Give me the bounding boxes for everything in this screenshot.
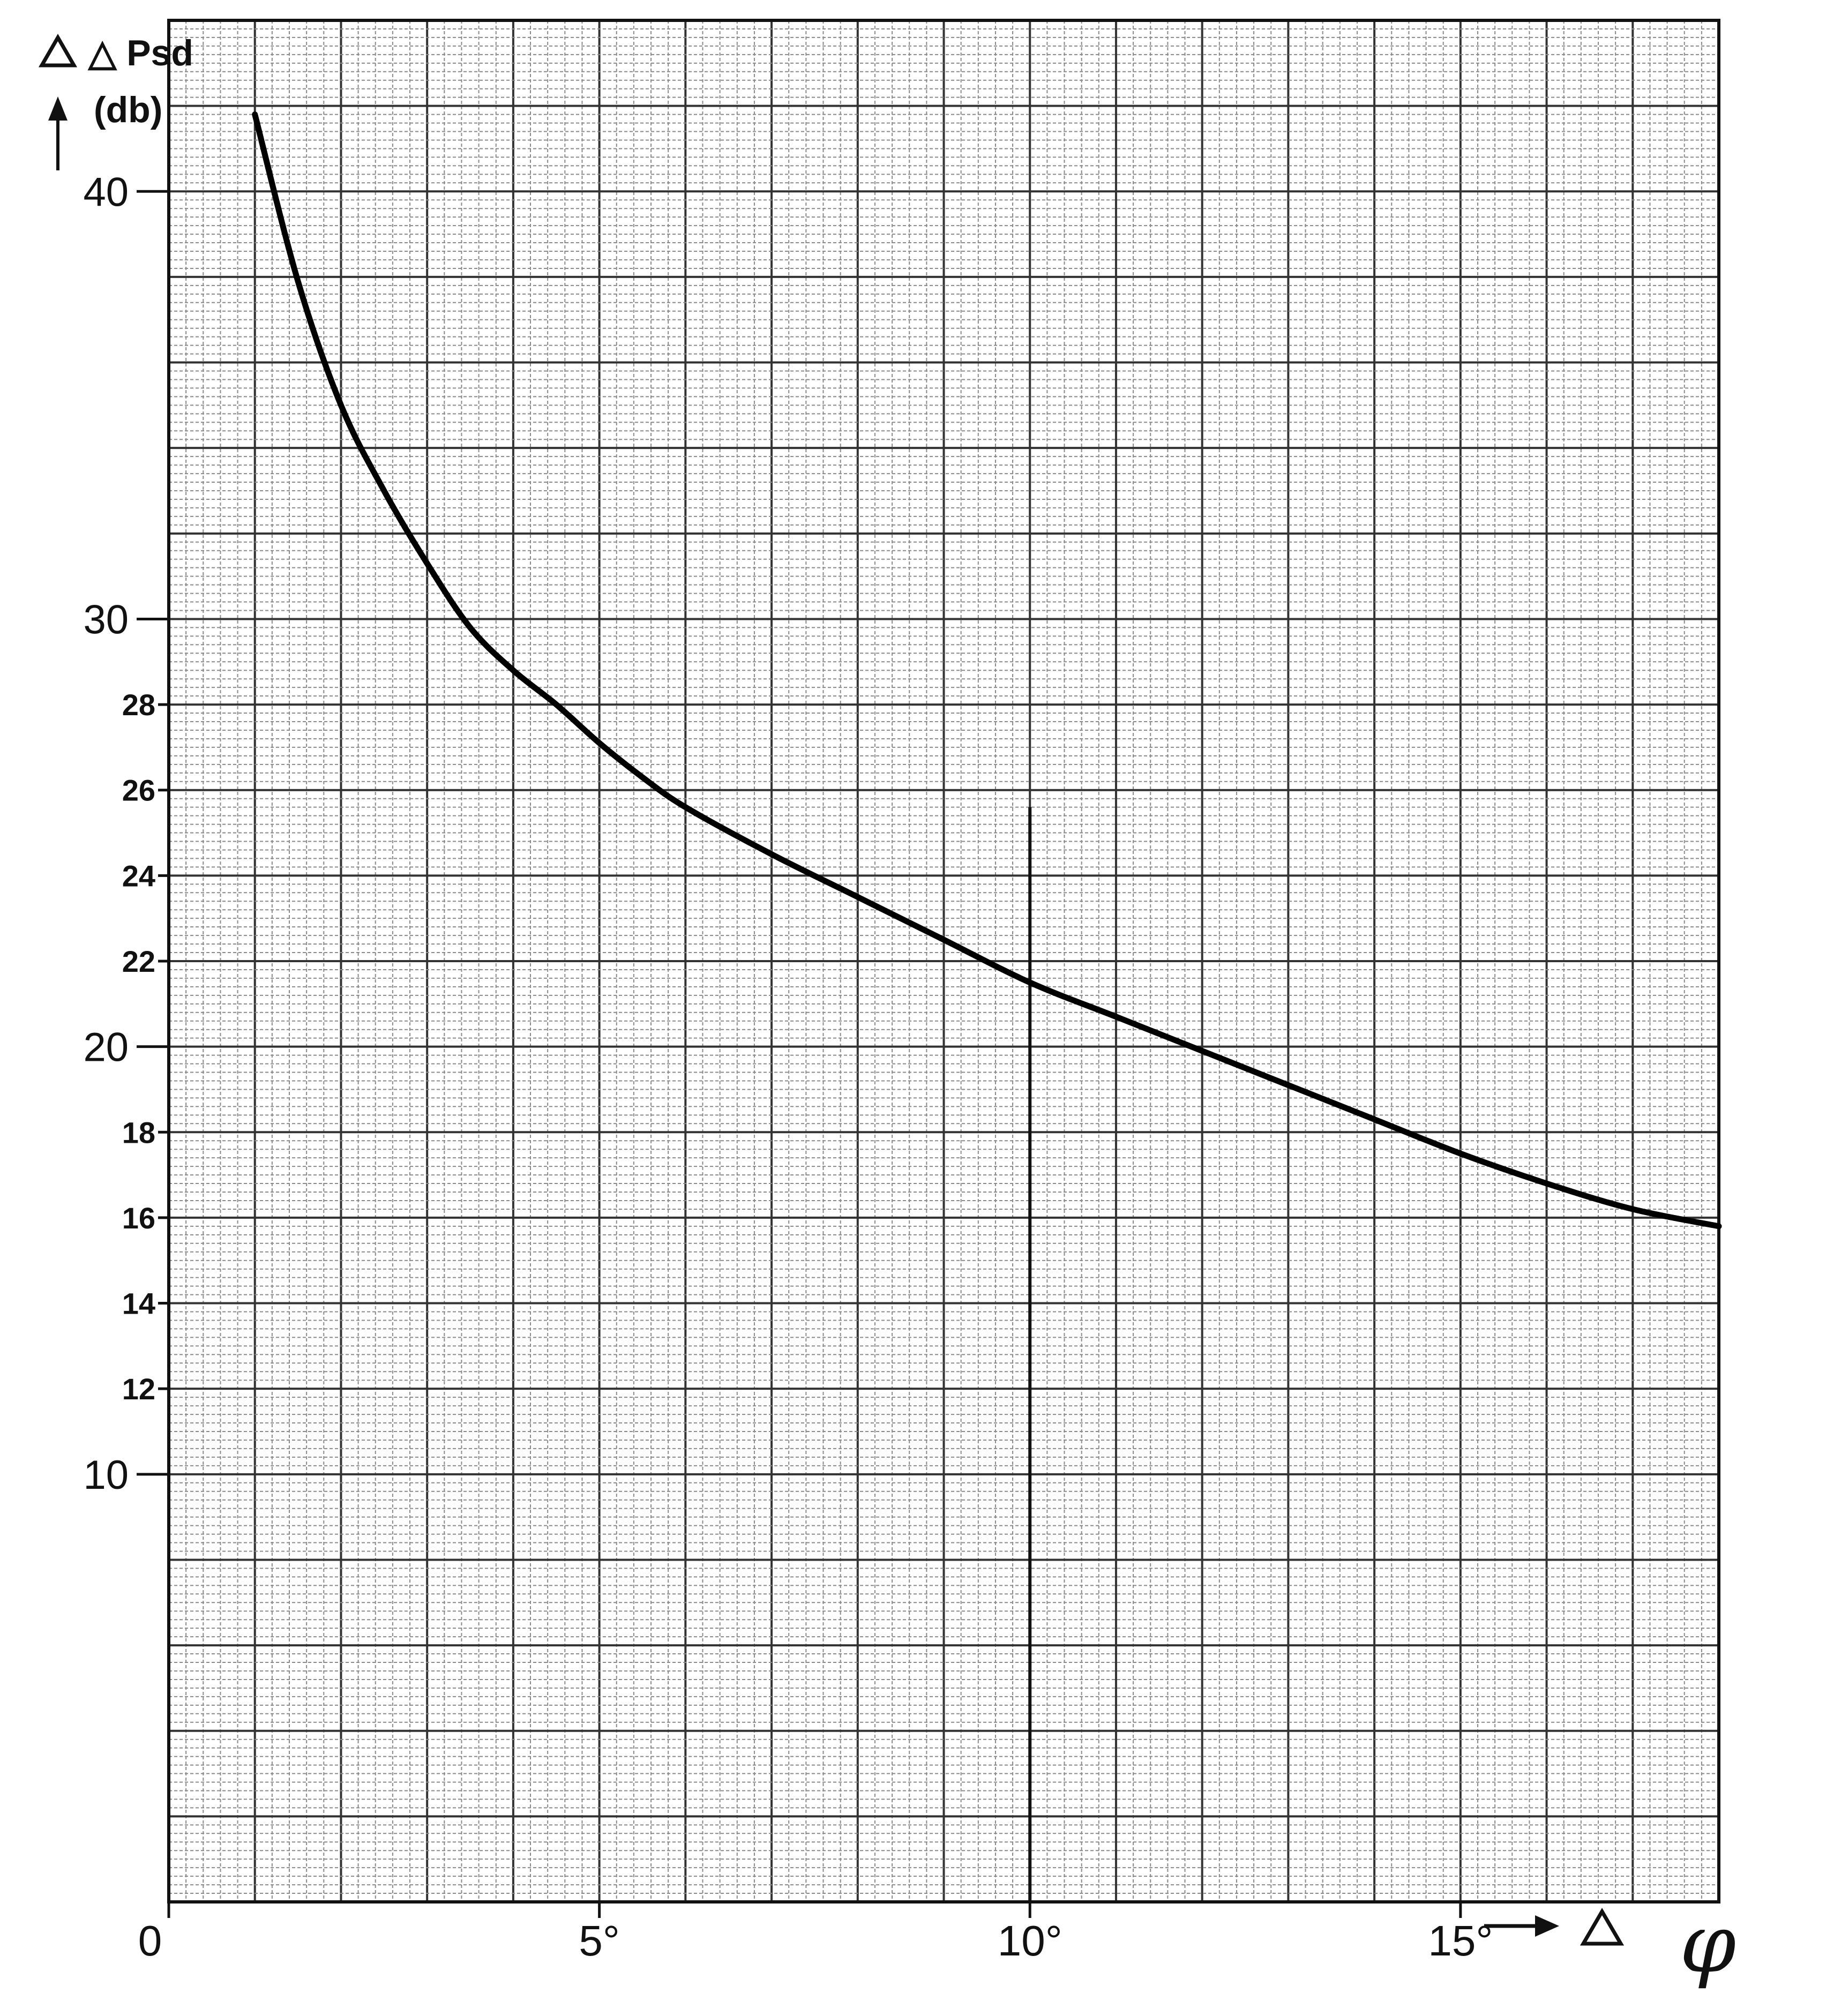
y-axis-arrow-head (48, 96, 68, 121)
y-tick-label-minor: 14 (122, 1287, 155, 1321)
y-tick-label-major: 30 (83, 597, 129, 642)
y-tick-label-minor: 28 (122, 688, 155, 722)
x-axis-arrow-head (1535, 1915, 1559, 1937)
chart-ticks: 10 20 30 40 12 14 16 18 22 24 26 28 0 5° 10° 15° (83, 169, 1493, 1965)
y-axis-title-symbol: △ Psd (87, 33, 193, 73)
x-axis-title: φ (1484, 1898, 1736, 1991)
chart-grid (168, 19, 1720, 1903)
delta-glyph-x (1580, 1908, 1625, 1946)
series-line (252, 111, 1722, 1230)
y-tick-label-major: 20 (83, 1025, 129, 1070)
y-axis-title-unit: (db) (94, 89, 162, 130)
x-tick-label: 15° (1428, 1917, 1493, 1965)
y-tick-label-minor: 22 (122, 945, 155, 978)
y-tick-label-major: 40 (83, 169, 129, 215)
y-tick-label-minor: 12 (122, 1372, 155, 1406)
x-tick-label: 5° (579, 1917, 619, 1965)
x-axis-title-var: φ (1680, 1898, 1736, 1991)
y-tick-label-major: 10 (83, 1452, 129, 1498)
y-tick-label-minor: 24 (122, 859, 155, 893)
y-axis-title: △ Psd (db) (38, 33, 193, 170)
y-tick-label-minor: 18 (122, 1115, 155, 1149)
y-tick-label-minor: 16 (122, 1201, 155, 1235)
axis-labels: △ Psd (db) φ (38, 33, 1736, 1991)
delta-glyph-y (38, 33, 78, 68)
chart-series (252, 111, 1722, 1230)
x-tick-label: 0 (138, 1917, 162, 1965)
y-tick-label-minor: 26 (122, 774, 155, 807)
x-tick-label: 10° (998, 1917, 1062, 1965)
